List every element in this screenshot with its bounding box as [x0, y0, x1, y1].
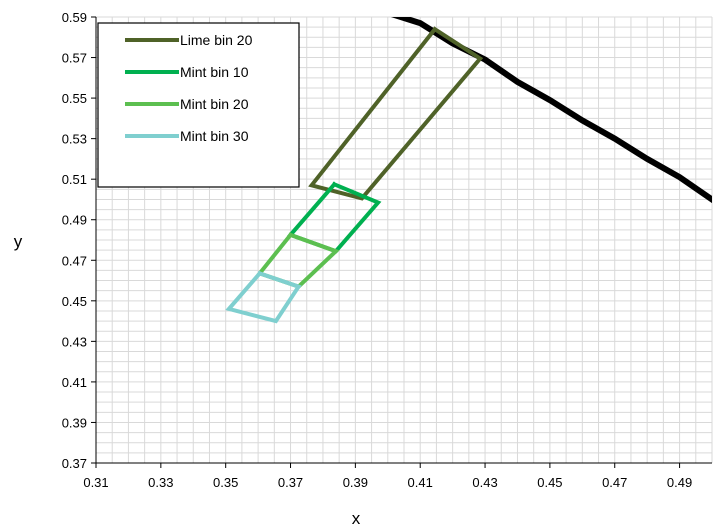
boundary-series-line	[390, 17, 712, 204]
y-tick-label: 0.47	[62, 253, 87, 268]
x-tick-label: 0.47	[602, 475, 627, 490]
series-line-mint-bin-30	[225, 270, 302, 324]
legend-label: Mint bin 10	[180, 64, 249, 80]
legend-label: Lime bin 20	[180, 32, 253, 48]
y-tick-label: 0.45	[62, 294, 87, 309]
plot-area	[225, 17, 712, 324]
x-tick-label: 0.31	[83, 475, 108, 490]
y-axis-title: y	[14, 232, 23, 251]
x-tick-label: 0.39	[343, 475, 368, 490]
y-tick-label: 0.37	[62, 456, 87, 471]
tick-labels: 0.31 0.33 0.35 0.37 0.39 0.41 0.43 0.45 0.47 0.49…	[62, 10, 693, 490]
x-tick-label: 0.45	[537, 475, 562, 490]
legend-label: Mint bin 30	[180, 128, 249, 144]
x-axis-title: x	[352, 509, 361, 528]
x-tick-label: 0.43	[472, 475, 497, 490]
y-tick-label: 0.39	[62, 415, 87, 430]
y-tick-label: 0.49	[62, 213, 87, 228]
x-tick-label: 0.35	[213, 475, 238, 490]
legend: Lime bin 20 Mint bin 10 Mint bin 20 Mint bi…	[97, 22, 300, 188]
y-tick-label: 0.51	[62, 172, 87, 187]
x-tick-label: 0.37	[278, 475, 303, 490]
y-tick-label: 0.43	[62, 334, 87, 349]
series-line-lime-bin-20	[308, 26, 484, 201]
y-tick-label: 0.59	[62, 10, 87, 25]
y-tick-label: 0.41	[62, 375, 87, 390]
x-tick-label: 0.41	[408, 475, 433, 490]
x-tick-label: 0.33	[148, 475, 173, 490]
legend-label: Mint bin 20	[180, 96, 249, 112]
y-tick-label: 0.57	[62, 51, 87, 66]
x-tick-label: 0.49	[667, 475, 692, 490]
y-tick-label: 0.55	[62, 91, 87, 106]
y-tick-label: 0.53	[62, 132, 87, 147]
